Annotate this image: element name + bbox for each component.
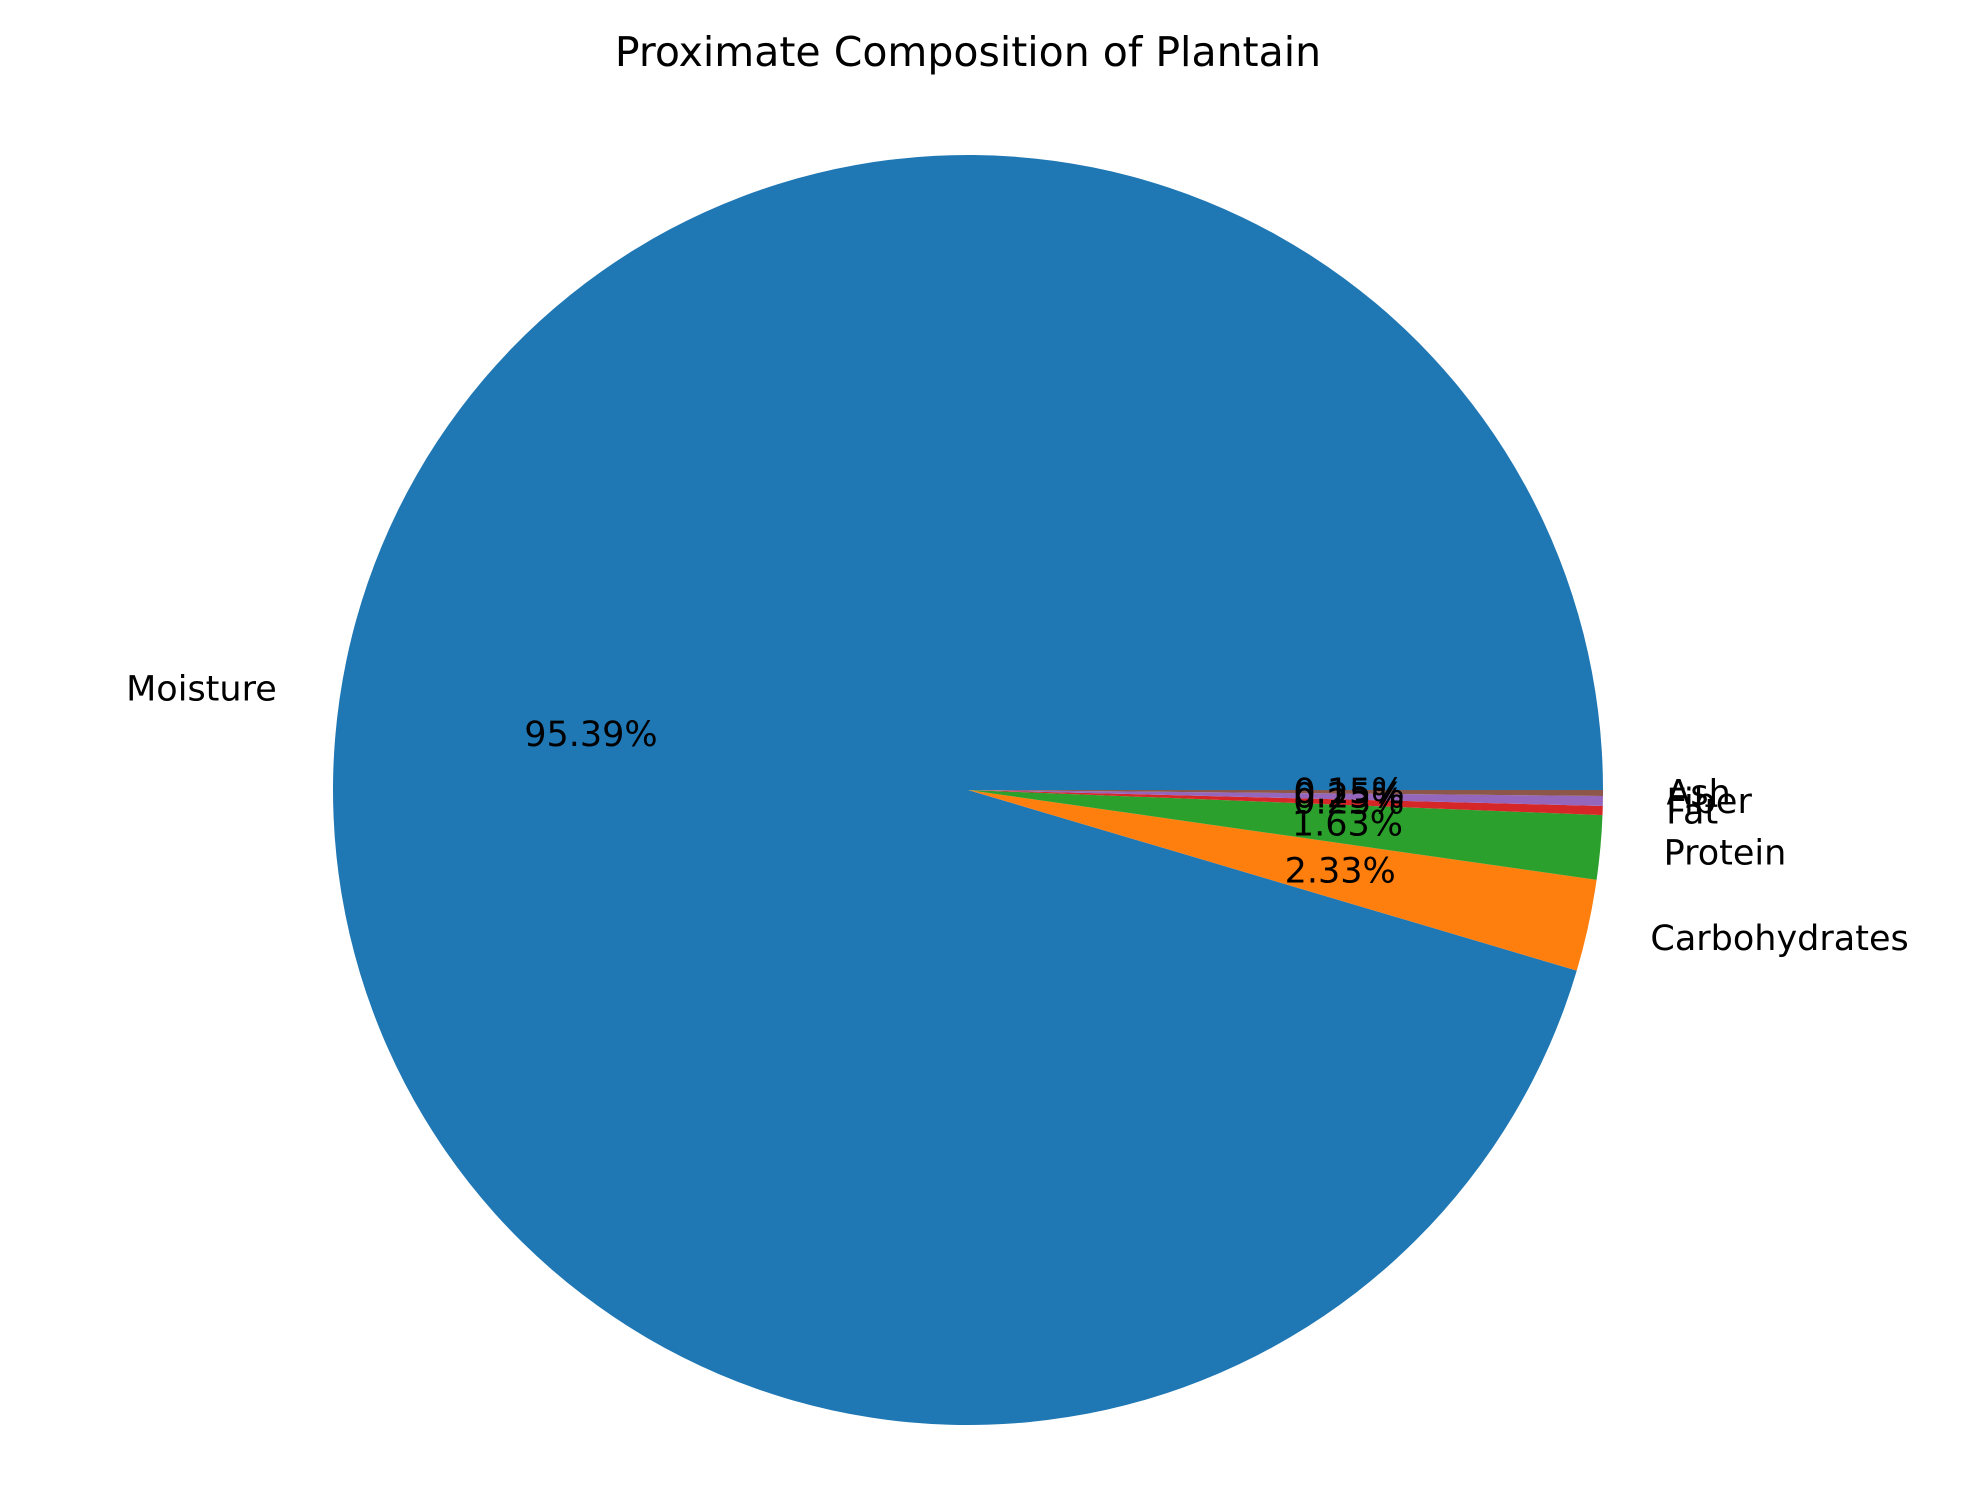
pie-slice-moisture [333,154,1604,1425]
pie-label-protein: Protein [1664,833,1787,873]
pie-slice-carbohydrates [968,790,1597,971]
pie-slices [333,154,1604,1425]
chart-title: Proximate Composition of Plantain [615,28,1321,76]
pie-labels: Moisture 95.39% Carbohydrates 2.33% Protein 1… [126,670,1909,960]
pie-pct-label-carbohydrates: 2.33% [1285,851,1396,891]
pie-label-fat: Fat [1666,793,1718,833]
pie-pct-label-ash: 0.15% [1293,772,1404,812]
pie-pct-label-protein: 1.63% [1292,805,1403,845]
pie-label-ash: Ash [1666,773,1730,813]
pie-label-carbohydrates: Carbohydrates [1650,919,1908,959]
pie-slice-ash [968,790,1603,796]
pie-label-fiber: Fiber [1666,782,1752,822]
pie-pct-label-moisture: 95.39% [524,715,657,755]
pie-slice-fiber [968,790,1603,806]
pie-slice-protein [968,790,1603,880]
pie-pct-label-fiber: 0.25% [1293,777,1404,817]
pie-label-moisture: Moisture [126,670,277,710]
pie-pct-label-fat: 0.23% [1293,782,1404,822]
pie-slice-fat [968,790,1603,816]
